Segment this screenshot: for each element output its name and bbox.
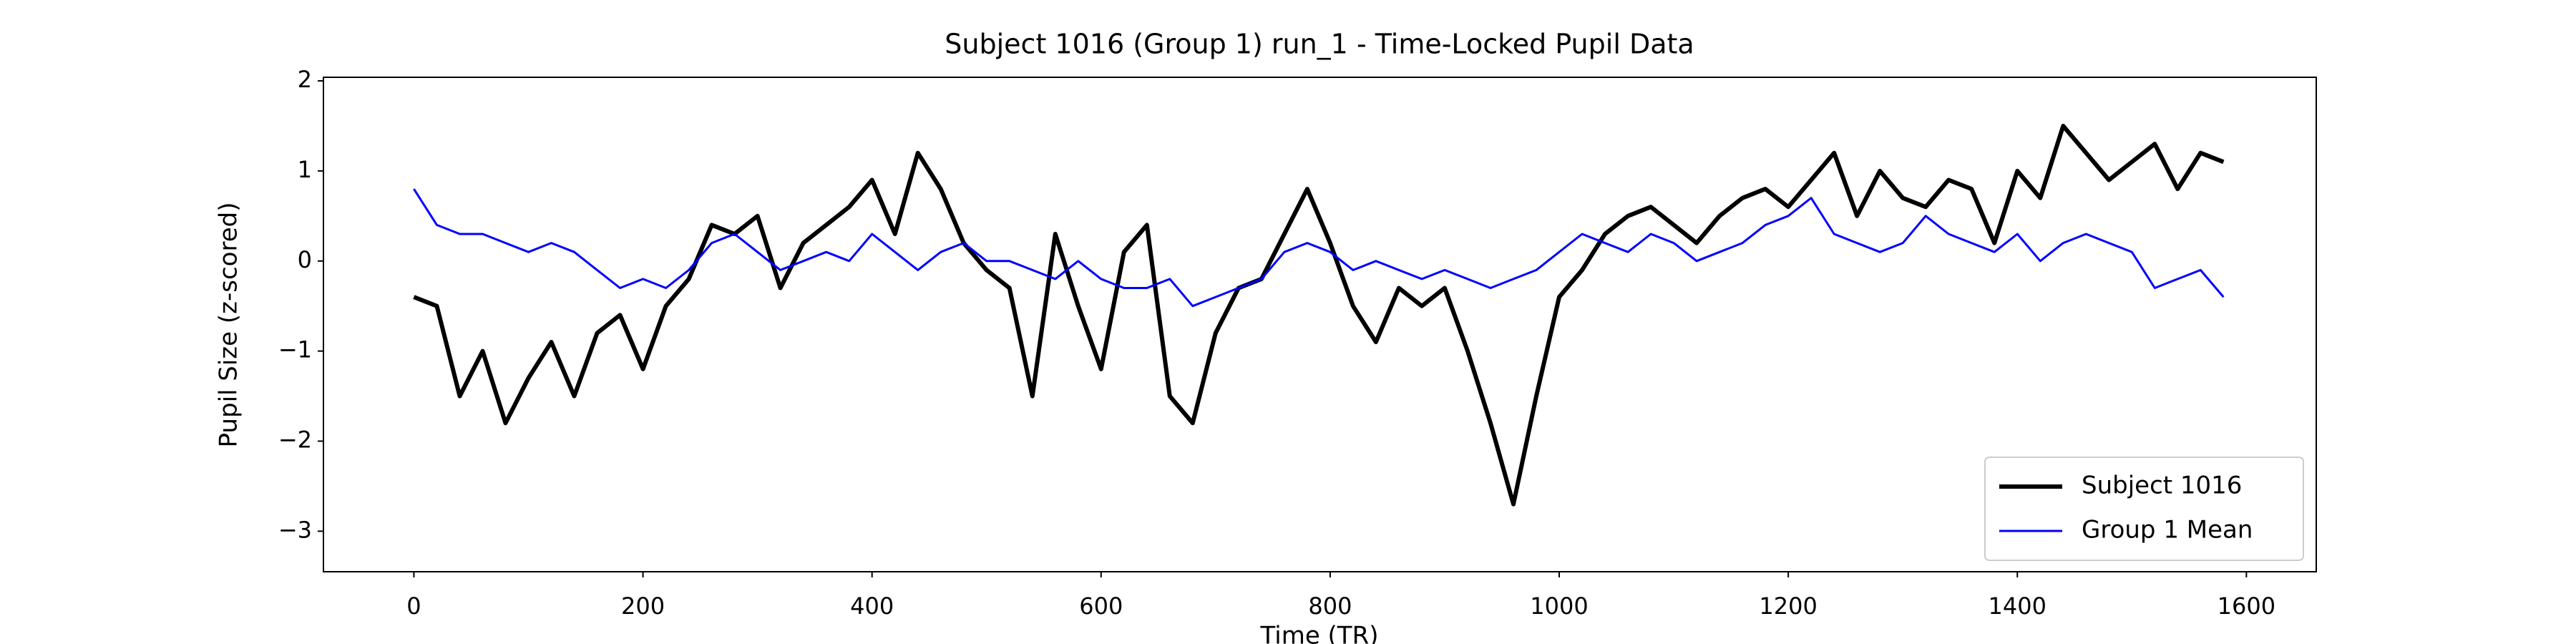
chart-title: Subject 1016 (Group 1) run_1 - Time-Lock… — [945, 29, 1694, 60]
x-tick-label: 600 — [1079, 592, 1123, 620]
x-tick-label: 1400 — [1989, 592, 2046, 620]
series-line — [413, 124, 2225, 507]
y-axis-label: Pupil Size (z-scored) — [215, 203, 243, 448]
x-tick-label: 400 — [850, 592, 894, 620]
series-line — [413, 188, 2225, 308]
y-tick-label: −3 — [278, 516, 312, 543]
legend-box — [1984, 457, 2304, 561]
x-tick-label: 0 — [406, 592, 421, 620]
x-tick-label: 1200 — [1759, 592, 1817, 620]
legend-label: Group 1 Mean — [2082, 516, 2253, 545]
y-tick-label: 0 — [298, 246, 312, 273]
y-tick-label: 2 — [298, 66, 312, 93]
x-axis-label: Time (TR) — [1260, 622, 1379, 644]
x-tick-label: 200 — [621, 592, 665, 620]
legend-label: Subject 1016 — [2082, 472, 2242, 500]
y-tick-label: 1 — [298, 156, 312, 183]
y-tick-label: −1 — [278, 336, 312, 364]
plot-frame — [323, 77, 2317, 572]
y-tick-label: −2 — [278, 426, 312, 453]
x-tick-label: 800 — [1308, 592, 1352, 620]
x-tick-label: 1000 — [1530, 592, 1588, 620]
x-tick-label: 1600 — [2218, 592, 2275, 620]
